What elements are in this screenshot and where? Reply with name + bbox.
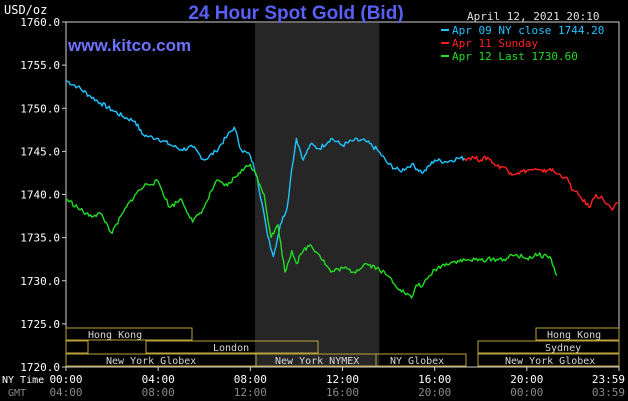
x-tick-label: 20:00	[510, 373, 543, 386]
y-tick-label: 1730.0	[20, 275, 60, 288]
x-axis: 00:0004:0004:0008:0008:0012:0012:0016:00…	[49, 367, 625, 399]
legend-item: Apr 11 Sunday	[441, 37, 538, 50]
series-line	[464, 155, 618, 211]
y-axis: 1760.0 1755.0 1750.0 1745.0 1740.0 1735.0 1730…	[20, 16, 66, 374]
ny-time-label: NY Time	[2, 375, 44, 386]
session-label: New York Globex	[505, 356, 595, 367]
trading-sessions: Hong Kong Hong Kong London Sydney New Yo…	[65, 327, 620, 367]
series-line	[65, 80, 466, 258]
x-tick-label: 12:00	[326, 373, 359, 386]
legend: Apr 09 NY close 1744.20 Apr 11 Sunday Ap…	[441, 24, 604, 63]
legend-label: Apr 09 NY close 1744.20	[452, 24, 604, 37]
x-tick-label: 23:59	[592, 373, 625, 386]
y-tick-label: 1720.0	[20, 361, 60, 374]
gmt-tick-label: 04:00	[49, 386, 82, 399]
gmt-tick-label: 03:59	[592, 386, 625, 399]
y-tick-label: 1740.0	[20, 189, 60, 202]
gmt-tick-label: 08:00	[142, 386, 175, 399]
datetime-label: April 12, 2021 20:10	[467, 10, 599, 23]
session-label: New York NYMEX	[275, 356, 359, 367]
x-tick-label: 04:00	[142, 373, 175, 386]
gmt-tick-label: 20:00	[418, 386, 451, 399]
legend-item: Apr 12 Last 1730.60	[441, 50, 578, 63]
website-label: www.kitco.com	[67, 36, 191, 55]
series-line	[65, 163, 558, 299]
session-box	[375, 353, 467, 367]
session-label: Hong Kong	[88, 330, 142, 341]
session-label: New York Globex	[106, 356, 196, 367]
session-box	[65, 340, 89, 354]
gmt-tick-label: 00:00	[510, 386, 543, 399]
y-tick-label: 1725.0	[20, 318, 60, 331]
nymex-shaded-region	[254, 23, 380, 366]
x-tick-label: 08:00	[234, 373, 267, 386]
x-tick-label: 00:00	[49, 373, 82, 386]
session-box	[145, 340, 319, 354]
y-tick-label: 1755.0	[20, 59, 60, 72]
session-label: London	[213, 343, 249, 354]
session-label: NY Globex	[390, 356, 444, 367]
legend-label: Apr 11 Sunday	[452, 37, 538, 50]
unit-label: USD/oz	[4, 3, 47, 17]
gmt-tick-label: 12:00	[234, 386, 267, 399]
y-tick-label: 1735.0	[20, 232, 60, 245]
y-tick-label: 1745.0	[20, 145, 60, 158]
session-box	[477, 353, 620, 367]
session-box	[477, 340, 620, 354]
chart-title: 24 Hour Spot Gold (Bid)	[188, 3, 403, 24]
session-label: Hong Kong	[547, 330, 601, 341]
y-tick-label: 1760.0	[20, 16, 60, 29]
y-tick-label: 1750.0	[20, 102, 60, 115]
gmt-tick-label: 16:00	[326, 386, 359, 399]
session-box	[65, 327, 193, 341]
series-group	[65, 80, 618, 299]
session-box	[535, 327, 620, 341]
legend-item: Apr 09 NY close 1744.20	[441, 24, 604, 37]
x-tick-label: 16:00	[418, 373, 451, 386]
session-label: Sydney	[545, 343, 581, 354]
gmt-label: GMT	[8, 388, 26, 399]
legend-label: Apr 12 Last 1730.60	[452, 50, 578, 63]
